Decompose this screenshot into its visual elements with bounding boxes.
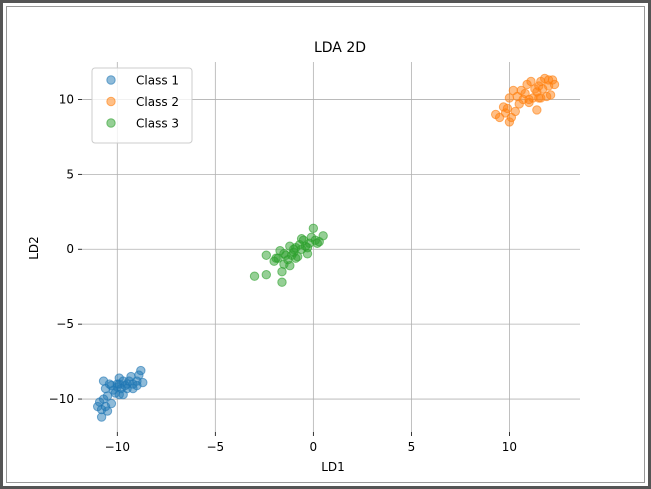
data-point xyxy=(271,253,281,263)
data-point xyxy=(289,244,299,254)
data-point xyxy=(285,261,295,271)
data-point xyxy=(524,94,534,105)
legend-marker xyxy=(106,75,116,85)
x-axis-ticks: −10 −5 0 5 10 xyxy=(105,432,517,454)
data-point xyxy=(536,93,546,103)
y-tick-label: 5 xyxy=(66,167,74,181)
data-point xyxy=(261,250,271,260)
data-point xyxy=(545,90,556,100)
data-point xyxy=(510,106,520,117)
data-point xyxy=(502,103,513,114)
data-point xyxy=(522,79,532,90)
data-point xyxy=(277,277,287,287)
y-tick-label: −5 xyxy=(56,317,74,331)
legend-label: Class 3 xyxy=(136,117,179,131)
legend-label: Class 2 xyxy=(136,95,179,109)
x-tick-label: −5 xyxy=(206,440,224,454)
series-class-2 xyxy=(490,73,560,127)
window-inner-border xyxy=(6,6,645,483)
data-point xyxy=(314,237,324,247)
data-point xyxy=(291,253,301,263)
data-point xyxy=(302,243,313,253)
data-point xyxy=(279,249,289,259)
x-tick-label: 5 xyxy=(408,440,416,454)
data-point xyxy=(100,401,111,412)
legend-marker xyxy=(106,118,116,128)
data-point xyxy=(98,376,109,386)
y-tick-label: 0 xyxy=(66,242,74,256)
data-point xyxy=(96,412,107,422)
y-axis-label: LD2 xyxy=(27,236,41,260)
data-point xyxy=(308,223,319,233)
data-point xyxy=(136,365,146,376)
data-point xyxy=(114,389,124,400)
data-point xyxy=(504,93,515,103)
axes: −10 −5 0 5 10 −10 −5 0 5 10 xyxy=(49,92,517,454)
data-point xyxy=(543,75,554,85)
data-points xyxy=(92,73,560,422)
data-point xyxy=(261,270,271,280)
legend: Class 1 Class 2 Class 3 xyxy=(91,67,193,144)
y-axis-ticks: −10 −5 0 5 10 xyxy=(49,92,82,406)
series-class-3 xyxy=(249,223,328,287)
chart-title: LDA 2D xyxy=(314,40,366,56)
legend-marker xyxy=(106,96,116,107)
data-point xyxy=(508,85,519,96)
x-axis-label: LD1 xyxy=(321,460,345,474)
legend-box xyxy=(91,67,193,144)
data-point xyxy=(530,84,540,94)
y-tick-label: 10 xyxy=(59,92,74,106)
data-point xyxy=(296,234,307,244)
data-point xyxy=(249,271,260,281)
legend-label: Class 1 xyxy=(136,74,179,88)
data-point xyxy=(112,379,122,389)
x-tick-label: −10 xyxy=(105,440,130,454)
x-tick-label: 0 xyxy=(310,440,318,454)
data-point xyxy=(532,105,542,115)
series-class-1 xyxy=(92,365,148,422)
data-point xyxy=(132,380,142,391)
y-tick-label: −10 xyxy=(49,392,74,406)
x-tick-label: 10 xyxy=(502,440,517,454)
